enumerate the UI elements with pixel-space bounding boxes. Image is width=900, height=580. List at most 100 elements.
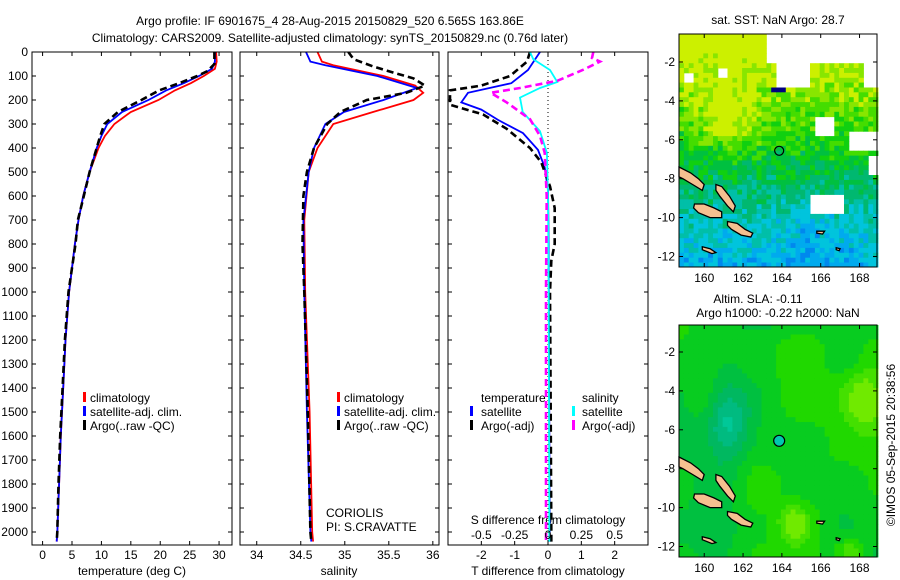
island-coastline (835, 246, 842, 252)
x-tick-label: 35 (338, 548, 352, 562)
sla-cell (863, 519, 869, 525)
sst-cell (814, 77, 821, 84)
sla-cell (737, 325, 743, 330)
sla-cell (742, 499, 748, 506)
sla-cell (873, 392, 879, 399)
sst-cell (848, 199, 855, 205)
sla-cell (737, 538, 743, 544)
sla-cell (776, 334, 782, 340)
sla-cell (853, 504, 859, 510)
sla-cell (853, 465, 859, 472)
sst-cell (761, 82, 767, 88)
sla-cell (824, 378, 830, 384)
sst-cell (722, 179, 728, 186)
sla-cell (679, 368, 685, 374)
sst-cell (829, 87, 835, 93)
sst-cell (800, 87, 806, 93)
sla-cell (814, 514, 821, 520)
sst-cell (848, 72, 855, 79)
sla-cell (819, 417, 825, 423)
sla-cell (742, 490, 748, 496)
sst-cell (679, 199, 685, 205)
sla-cell (785, 485, 792, 491)
sla-cell (766, 431, 772, 437)
sla-cell (863, 485, 869, 491)
sla-cell (776, 460, 782, 467)
sla-cell (795, 446, 801, 452)
figure-title-line2: Climatology: CARS2009. Satellite-adjuste… (92, 31, 568, 45)
sla-cell (761, 392, 767, 399)
sla-cell (795, 533, 801, 540)
sla-cell (756, 339, 762, 345)
sla-cell (814, 495, 821, 501)
sst-cell (844, 228, 850, 234)
sst-cell (683, 38, 690, 45)
sla-cell (834, 329, 840, 335)
sst-cell (688, 189, 694, 195)
y-tick-label: -10 (658, 501, 676, 515)
sst-cell (853, 126, 859, 132)
sla-cell (873, 344, 879, 350)
sst-cell (844, 150, 850, 156)
sst-cell (698, 150, 704, 156)
sst-cell (761, 136, 767, 142)
sst-cell (717, 38, 724, 45)
sla-cell (780, 363, 787, 369)
sla-cell (732, 509, 738, 515)
sla-cell (708, 470, 714, 476)
sla-cell (839, 499, 845, 506)
sla-cell (785, 548, 792, 554)
sst-cell (766, 233, 772, 239)
sla-cell (863, 431, 869, 437)
sla-cell (727, 407, 733, 413)
sst-cell (746, 223, 753, 229)
sst-cell (693, 136, 699, 142)
sst-cell (810, 97, 816, 103)
sst-cell (766, 165, 772, 171)
sst-cell (717, 77, 724, 84)
sst-cell (873, 111, 879, 118)
sla-cell (746, 446, 753, 452)
sla-cell (761, 475, 767, 481)
sla-cell (688, 358, 694, 365)
sst-cell (683, 257, 690, 263)
sla-cell (756, 519, 762, 525)
sst-cell (848, 238, 855, 244)
sla-cell (810, 529, 816, 535)
sst-cell (795, 199, 801, 205)
pi-label: PI: S.CRAVATTE (326, 520, 417, 534)
sst-cell (693, 155, 699, 161)
sla-cell (839, 417, 845, 423)
data-centre-label: CORIOLIS (326, 506, 383, 520)
sst-cell (717, 111, 724, 118)
sla-cell (780, 460, 787, 467)
sla-cell (771, 465, 777, 472)
sla-cell (688, 426, 694, 433)
sst-cell (844, 102, 850, 108)
sla-cell (771, 349, 777, 355)
sla-cell (790, 368, 796, 374)
sst-cell (679, 102, 685, 108)
sla-cell (863, 402, 869, 408)
sla-cell (839, 349, 845, 355)
sla-cell (708, 514, 714, 520)
sst-cell (829, 155, 835, 161)
sst-cell (737, 145, 743, 152)
sla-cell (805, 495, 811, 501)
sst-cell (858, 184, 864, 190)
sla-cell (703, 344, 709, 350)
sst-cell (771, 184, 777, 190)
sst-cell (776, 92, 782, 98)
sst-cell (713, 48, 719, 54)
sst-cell (785, 126, 792, 132)
sst-cell (771, 238, 777, 244)
sst-cell (737, 97, 743, 103)
sla-cell (742, 548, 748, 554)
sst-cell (824, 252, 830, 259)
sla-cell (814, 533, 821, 540)
sla-cell (785, 470, 792, 476)
sst-cell (766, 126, 772, 132)
sla-cell (717, 368, 724, 374)
sst-cell (722, 184, 728, 190)
sla-cell (863, 553, 869, 558)
